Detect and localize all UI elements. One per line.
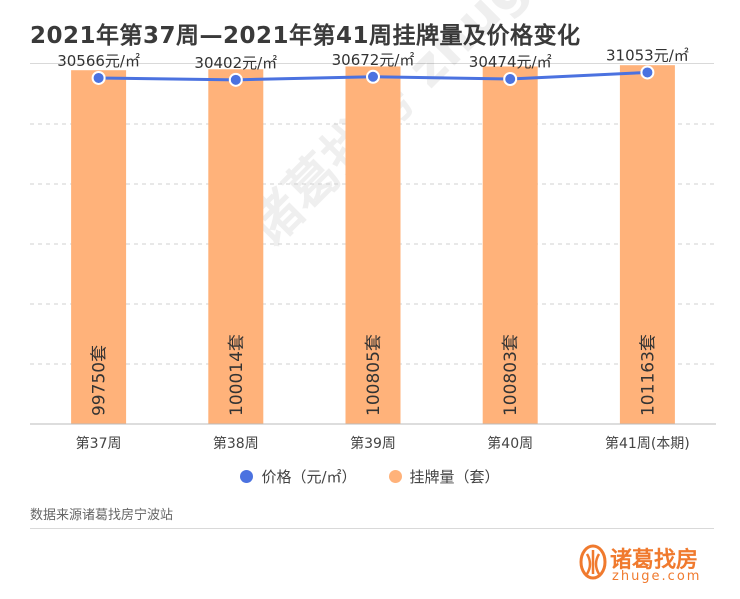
legend-listings-label: 挂牌量（套） — [409, 468, 500, 486]
bar-listings[interactable] — [345, 66, 401, 424]
x-tick-label: 第37周 — [76, 435, 122, 452]
chart-title: 2021年第37周—2021年第41周挂牌量及价格变化 — [30, 23, 581, 49]
x-tick-label: 第41周(本期) — [605, 435, 690, 452]
grid-lines — [30, 123, 716, 365]
legend-price-label: 价格（元/㎡） — [261, 468, 357, 486]
bar-data-label: 100803套 — [501, 334, 521, 416]
x-tick-label: 第38周 — [213, 435, 259, 452]
price-point[interactable] — [366, 69, 380, 84]
legend-item-price[interactable]: 价格（元/㎡） — [240, 466, 357, 487]
price-point[interactable] — [228, 72, 243, 87]
brand-name: 诸葛找房 — [610, 548, 699, 573]
price-point[interactable] — [640, 65, 655, 80]
data-source-note: 数据来源诸葛找房宁波站 — [30, 508, 174, 523]
brand-domain: zhuge.com — [612, 569, 702, 584]
line-series — [91, 65, 655, 87]
bar-data-label: 99750套 — [90, 345, 110, 416]
price-data-label: 31053元/㎡ — [606, 46, 689, 64]
x-axis: 第37周 第38周 第39周 第40周 第41周(本期) — [30, 423, 716, 452]
bar-listings[interactable] — [482, 66, 538, 425]
bar-series — [71, 65, 675, 425]
legend-listings-marker — [388, 470, 402, 483]
bar-data-label: 100014套 — [227, 334, 247, 416]
bar-data-label: 100805套 — [364, 334, 384, 416]
price-data-label: 30402元/㎡ — [194, 54, 277, 72]
brand-logo-icon — [579, 544, 607, 580]
legend-item-listings[interactable]: 挂牌量（套） — [388, 466, 500, 487]
bar-listings[interactable] — [71, 70, 127, 424]
legend: 价格（元/㎡） 挂牌量（套） — [0, 466, 740, 487]
price-point[interactable] — [91, 70, 106, 85]
price-data-label: 30566元/㎡ — [57, 52, 140, 70]
x-tick-label: 第40周 — [487, 435, 533, 452]
bar-listings[interactable] — [619, 65, 675, 424]
bar-listings[interactable] — [208, 69, 264, 424]
x-tick-label: 第39周 — [350, 435, 396, 452]
brand-logo[interactable]: 诸葛找房 zhuge.com — [578, 540, 718, 588]
data-labels: 99750套 100014套 100805套 100803套 101163套 30566元… — [57, 46, 689, 416]
footer-divider — [30, 528, 714, 529]
legend-price-marker — [240, 470, 254, 483]
price-point[interactable] — [503, 72, 518, 87]
bar-data-label: 101163套 — [638, 334, 658, 416]
price-data-label: 30474元/㎡ — [469, 53, 552, 71]
price-data-label: 30672元/㎡ — [332, 51, 415, 69]
title-divider — [30, 63, 714, 64]
